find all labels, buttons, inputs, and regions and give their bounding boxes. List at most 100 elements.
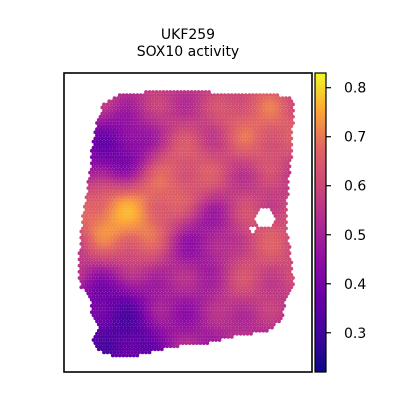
spot: [226, 335, 231, 339]
spot: [124, 353, 129, 358]
spot: [121, 173, 126, 178]
spot: [235, 102, 239, 107]
spot: [112, 108, 117, 113]
spot: [168, 145, 173, 150]
spot: [179, 152, 183, 156]
spot: [140, 133, 145, 138]
spot: [263, 176, 267, 181]
spot: [270, 102, 274, 107]
spot: [123, 96, 127, 101]
spot: [277, 127, 281, 132]
spot: [191, 105, 196, 110]
spot: [280, 133, 285, 138]
spot: [89, 180, 94, 184]
spot: [119, 170, 124, 175]
spot: [138, 167, 143, 172]
spot: [170, 167, 175, 172]
spot: [240, 149, 245, 153]
spot: [222, 173, 227, 178]
spot: [170, 173, 175, 178]
spot: [165, 133, 169, 138]
spot: [128, 118, 133, 122]
spot: [175, 121, 180, 125]
spot: [259, 170, 264, 175]
spot: [205, 136, 210, 141]
spot: [144, 152, 148, 156]
spot: [273, 170, 278, 175]
spot: [287, 152, 292, 156]
spot: [140, 164, 145, 169]
spot: [247, 136, 252, 141]
spot: [168, 170, 173, 175]
spot: [224, 133, 229, 138]
spot: [191, 155, 196, 160]
spot: [289, 142, 294, 147]
spot: [205, 118, 210, 122]
spot: [201, 124, 206, 128]
spot: [189, 139, 194, 144]
spot: [221, 145, 225, 150]
spot: [254, 161, 259, 166]
spot: [168, 114, 173, 119]
spot: [207, 145, 211, 150]
spot: [205, 142, 210, 147]
spot: [116, 121, 120, 125]
spot: [180, 111, 185, 116]
spot: [180, 105, 185, 110]
spot: [277, 145, 281, 150]
spot: [291, 114, 295, 119]
spot: [116, 170, 120, 175]
spot: [212, 118, 217, 122]
spot: [257, 161, 262, 166]
spot: [268, 99, 273, 104]
spot: [93, 149, 98, 153]
spot: [110, 353, 115, 358]
spot: [124, 105, 129, 110]
spot: [165, 164, 169, 169]
spot: [95, 183, 99, 187]
spot: [135, 180, 140, 184]
spot: [289, 130, 294, 135]
spot: [210, 96, 215, 101]
spot: [180, 99, 185, 104]
spot: [140, 96, 145, 101]
spot: [250, 149, 255, 153]
spot: [147, 350, 152, 355]
spot: [277, 102, 281, 107]
spot: [123, 121, 127, 125]
spot: [112, 145, 117, 150]
spot: [123, 152, 127, 156]
spot: [165, 152, 169, 156]
spot: [275, 155, 280, 160]
spot: [124, 142, 129, 147]
spot: [126, 121, 131, 125]
spot: [257, 124, 262, 128]
spot: [280, 170, 285, 175]
spot: [154, 90, 159, 94]
spot: [259, 158, 264, 163]
spot: [203, 139, 208, 144]
spot: [268, 180, 273, 184]
spot: [263, 108, 267, 113]
spot: [266, 139, 271, 144]
spot: [154, 158, 159, 163]
spot: [186, 90, 190, 94]
spot: [210, 152, 215, 156]
spot: [100, 155, 105, 160]
spot: [193, 114, 197, 119]
spot: [229, 124, 234, 128]
spot: [126, 170, 131, 175]
spot: [289, 155, 294, 160]
spot: [273, 152, 278, 156]
spot: [222, 130, 227, 135]
spot: [180, 118, 185, 122]
spot: [207, 114, 211, 119]
spot: [196, 127, 201, 132]
spot: [235, 176, 239, 181]
spot: [210, 114, 215, 119]
spot: [278, 173, 283, 178]
spot: [102, 350, 106, 355]
spot: [245, 152, 250, 156]
colorbar: [314, 72, 327, 373]
spot: [256, 164, 260, 169]
